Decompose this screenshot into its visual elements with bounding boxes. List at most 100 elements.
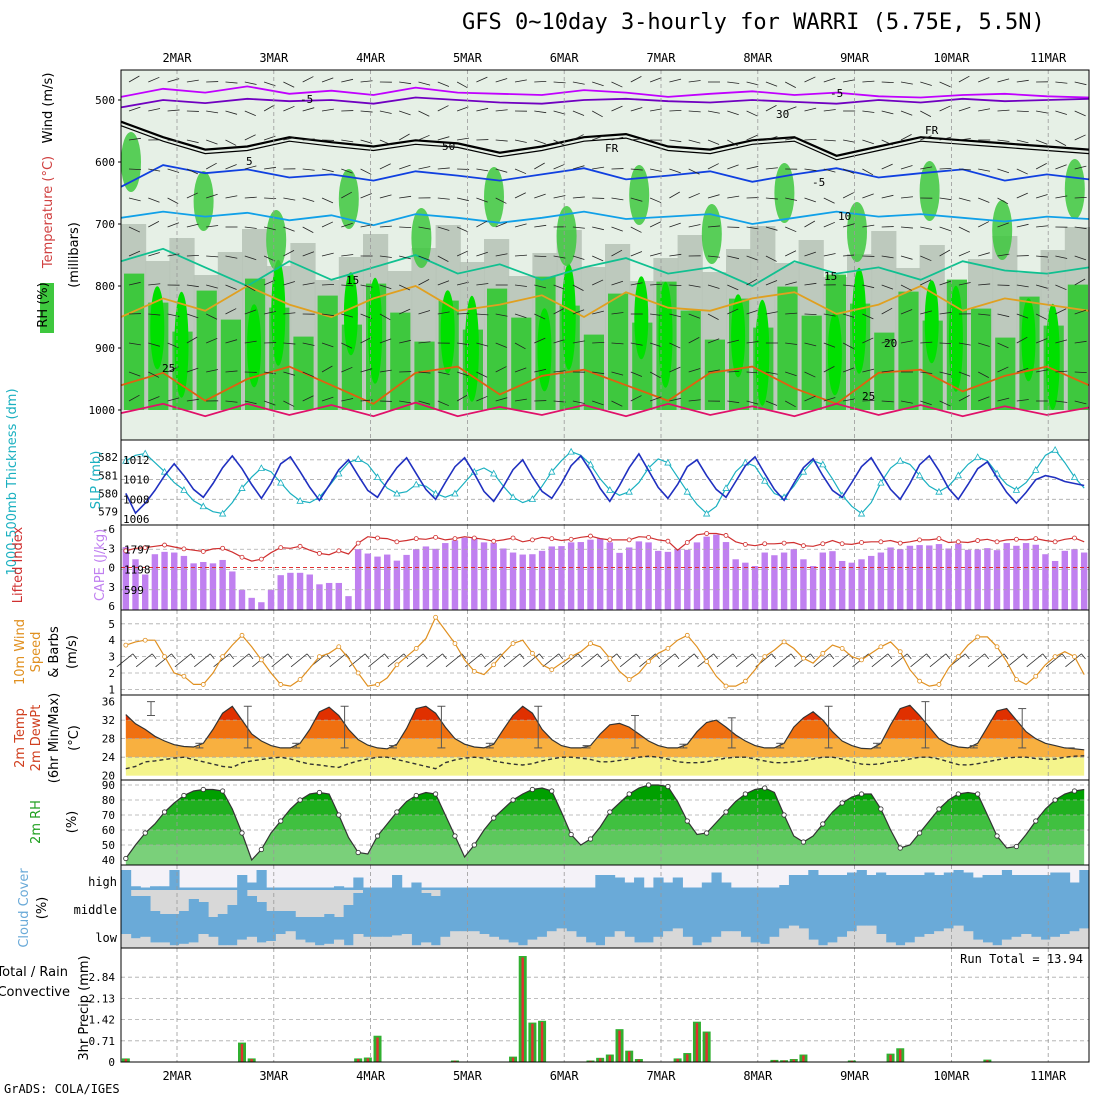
cloud-bar <box>721 882 732 890</box>
cloud-bar <box>663 890 674 920</box>
wind-barb <box>321 197 334 204</box>
rh2m-point <box>916 830 923 836</box>
rh-upper-area <box>847 202 867 262</box>
rh2m-point <box>704 830 710 836</box>
rh-upper-area <box>774 163 795 223</box>
wind-barb <box>514 254 527 257</box>
wind-barb <box>669 78 682 83</box>
cape-bar <box>868 555 875 610</box>
cloud-bar <box>275 887 287 890</box>
cloud-bar <box>169 914 180 920</box>
wind-barb <box>707 313 719 320</box>
precip-label-total: Total / Rain <box>0 965 68 980</box>
cloud-bar <box>508 890 519 920</box>
cloud-bar <box>556 887 567 890</box>
cloud-bar <box>430 945 441 948</box>
thickness-point <box>393 489 401 497</box>
wind-speed-point <box>336 644 342 650</box>
li-tick: -3 <box>102 542 115 555</box>
lifted-index-point <box>839 541 845 547</box>
wind-barb <box>746 255 759 261</box>
cape-tick: 1198 <box>124 564 151 577</box>
wind-barb <box>592 310 604 315</box>
wind-barb <box>1055 308 1067 315</box>
cloud-bar <box>1001 870 1013 890</box>
cloud-bar <box>605 890 616 920</box>
date-label-top: 4MAR <box>356 51 386 65</box>
wind-barb <box>1035 313 1047 320</box>
wind-barb <box>611 249 623 257</box>
wind-barb <box>958 371 971 377</box>
lifted-index-point <box>955 539 961 545</box>
cloud-bar <box>430 896 441 920</box>
date-label-top: 6MAR <box>550 51 580 65</box>
cloud-bar <box>256 902 267 920</box>
wind-barb <box>727 308 739 315</box>
wind-barb <box>128 281 141 286</box>
cloud-bar <box>353 877 364 890</box>
wind-barb <box>650 108 662 112</box>
wind-barb <box>842 313 855 318</box>
cloud-bar <box>275 934 287 948</box>
wind-barb <box>920 371 933 374</box>
lifted-index-point <box>936 536 942 542</box>
cloud-bar <box>905 942 916 948</box>
wind-barb-10m <box>481 653 486 660</box>
cloud-bar <box>982 942 993 948</box>
precip-convective-bar <box>608 1055 612 1062</box>
lifted-index-point <box>317 550 322 556</box>
wind-barb <box>360 193 372 199</box>
wind-barb <box>1074 110 1086 117</box>
wind-barb <box>592 81 604 87</box>
cloud-bar <box>643 942 654 948</box>
rh-upper-area <box>338 169 359 229</box>
thickness-point <box>199 502 207 510</box>
wind-barb-10m <box>445 653 463 668</box>
wind-barb <box>418 371 431 374</box>
cloud-bar <box>363 890 374 920</box>
date-label-top: 7MAR <box>647 51 677 65</box>
cloud-bar <box>914 890 925 920</box>
wind-barb-10m <box>984 653 989 660</box>
cloud-bar <box>1001 890 1013 920</box>
wind-barb <box>225 164 237 170</box>
wind-barb <box>920 135 932 141</box>
cloud-bar <box>411 882 422 890</box>
cape-tick: 1797 <box>124 543 151 556</box>
cloud-bar <box>421 942 432 948</box>
cloud-bar <box>701 890 712 920</box>
wind-barb <box>186 398 199 402</box>
cloud-bar <box>304 942 316 948</box>
wind-barb-10m <box>752 653 757 660</box>
wind-barb <box>244 255 257 261</box>
wind-barb <box>302 395 314 402</box>
rh-bright-area <box>827 312 842 396</box>
cloud-bar <box>285 911 296 920</box>
rh2m-point <box>1071 788 1078 794</box>
wind-barb <box>823 109 836 112</box>
cape-bar <box>945 548 952 610</box>
wind-barb <box>534 284 547 289</box>
wind-barb-10m <box>132 653 138 660</box>
thickness-tick: 580 <box>98 488 118 501</box>
wind-speed-point <box>588 641 593 646</box>
wind-barb <box>843 254 856 257</box>
wind-barb <box>592 279 604 286</box>
cape-bar <box>732 559 739 610</box>
lifted-index-point <box>665 538 671 544</box>
wind-speed-point <box>704 659 710 664</box>
wind-barb <box>862 368 875 373</box>
temperature-line <box>125 704 1085 751</box>
wind-barb <box>283 312 296 315</box>
wind-barb <box>148 221 160 228</box>
cape-bar <box>984 548 991 610</box>
wind-barb <box>1035 163 1047 170</box>
lifted-index-point <box>975 538 981 543</box>
wind-barb-10m <box>442 653 447 660</box>
cloud-bar <box>847 872 858 890</box>
wind-barb <box>534 162 545 170</box>
temp-tick: 20 <box>102 770 115 783</box>
wind-barb <box>611 197 624 201</box>
wind-barb <box>244 134 256 141</box>
cloud-bar <box>711 890 722 920</box>
